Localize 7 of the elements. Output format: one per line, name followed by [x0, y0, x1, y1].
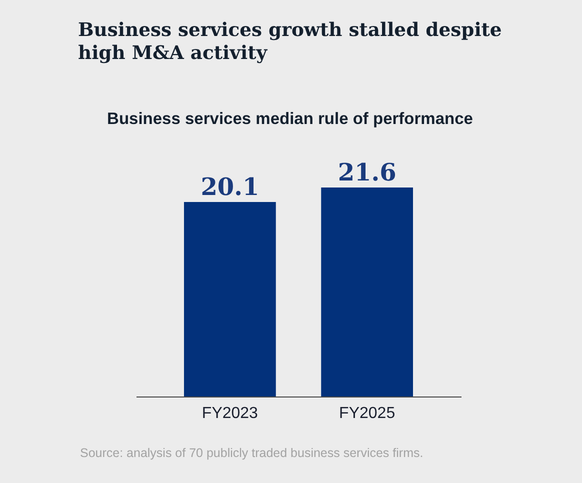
chart-title: Business services growth stalled despite high M&A activity [78, 19, 503, 65]
data-label: 20.1 [200, 172, 260, 202]
chart-subtitle: Business services median rule of performance [106, 110, 474, 128]
source-note: Source: analysis of 70 publicly traded business services firms. [80, 446, 424, 460]
data-label: 21.6 [338, 158, 396, 186]
x-tick-label: FY2025 [339, 405, 396, 422]
x-tick-label: FY2023 [202, 405, 258, 422]
